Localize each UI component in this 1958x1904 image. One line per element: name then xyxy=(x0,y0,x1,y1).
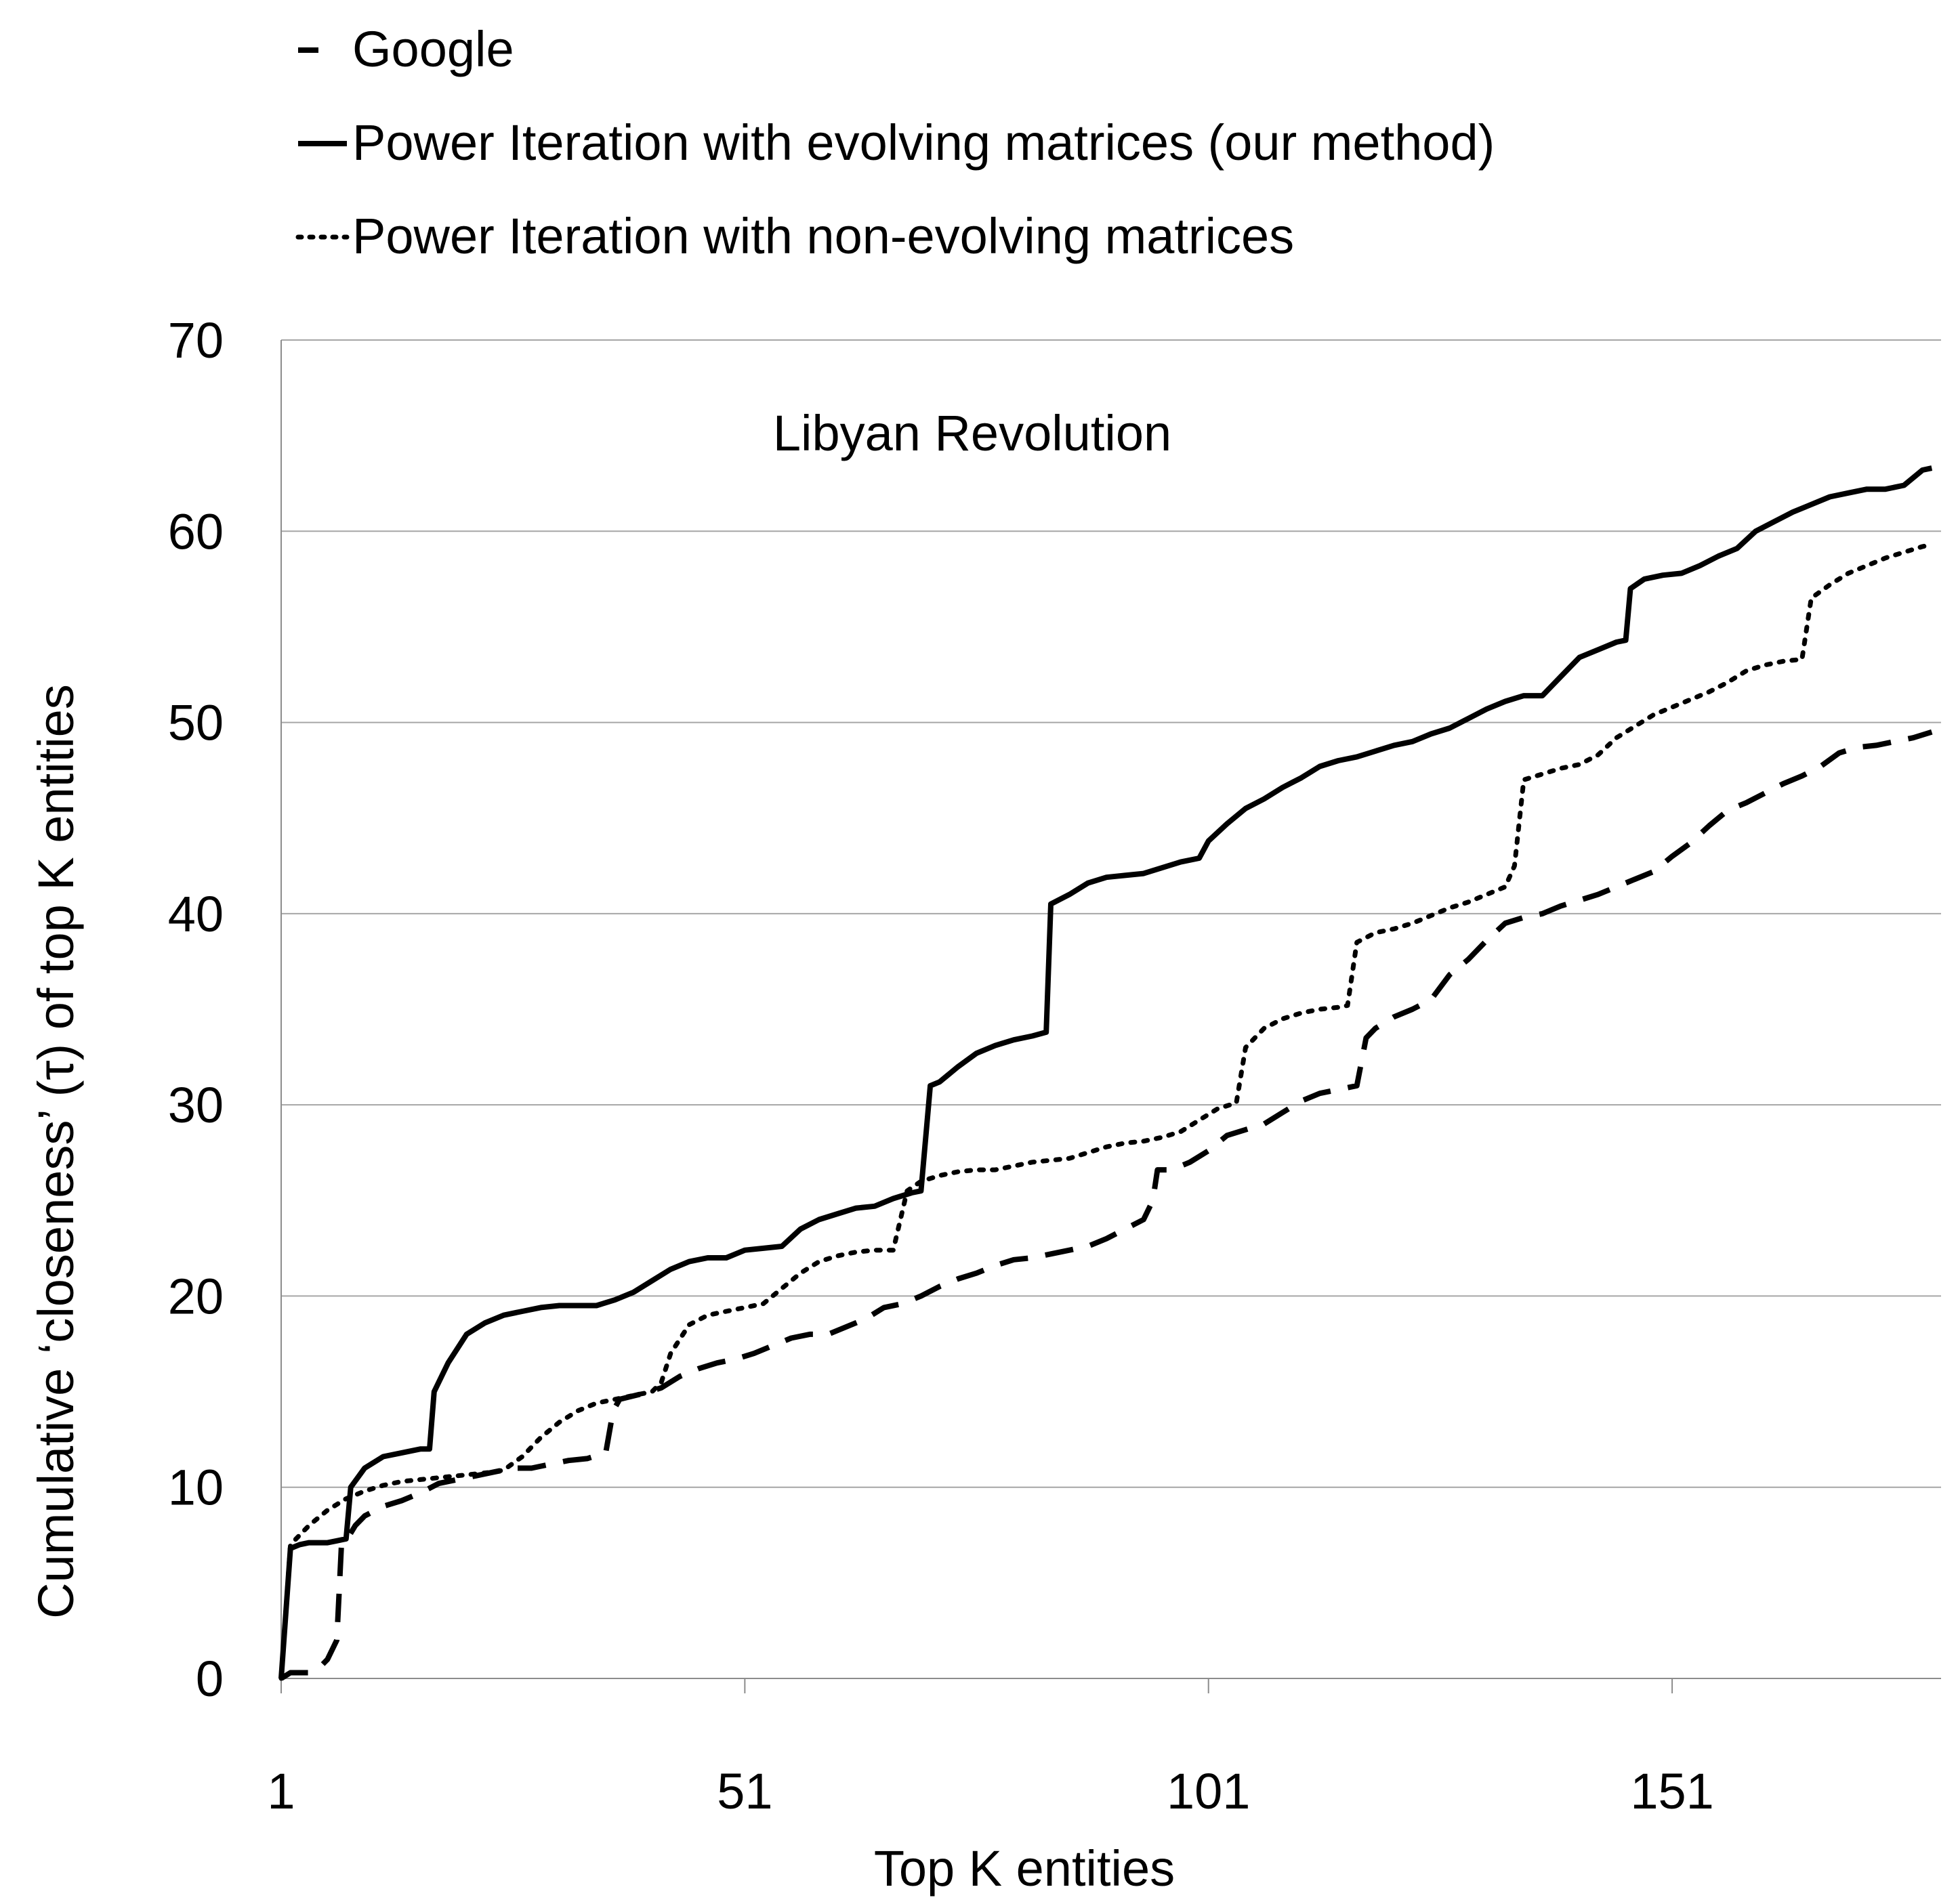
axes xyxy=(280,340,1941,1679)
x-tick-label: 101 xyxy=(1167,1763,1250,1819)
x-tick-label: 1 xyxy=(267,1763,295,1819)
y-tick-label: 0 xyxy=(196,1651,224,1707)
legend-label: Power Iteration with non-evolving matric… xyxy=(352,208,1294,264)
x-axis-title: Top K entities xyxy=(874,1840,1175,1897)
y-tick-label: 40 xyxy=(168,886,224,942)
y-tick-label: 60 xyxy=(168,503,224,559)
y-tick-label: 10 xyxy=(168,1460,224,1516)
gridlines xyxy=(281,339,1941,1488)
legend-label: Power Iteration with evolving matrices (… xyxy=(352,114,1495,171)
x-tick-labels: 1 51 101 151 xyxy=(267,1678,1714,1819)
x-tick-label: 51 xyxy=(717,1763,772,1819)
y-tick-label: 50 xyxy=(168,695,224,751)
y-tick-label: 20 xyxy=(168,1268,224,1324)
chart-annotation: Libyan Revolution xyxy=(773,405,1171,461)
series-line-dotted xyxy=(278,542,1934,1681)
series-line-dashed xyxy=(279,729,1933,1681)
y-tick-label: 70 xyxy=(168,312,224,368)
series-layer xyxy=(278,465,1934,1681)
y-tick-labels: 0 10 20 30 40 50 60 70 xyxy=(168,312,224,1707)
y-tick-label: 30 xyxy=(168,1077,224,1133)
series-line-solid xyxy=(278,465,1933,1679)
legend: Google Power Iteration with evolving matr… xyxy=(295,21,1495,264)
x-tick-label: 151 xyxy=(1630,1763,1713,1819)
legend-label: Google xyxy=(352,21,514,77)
y-axis-title: Cumulative ‘closeness’ (τ) of top K enti… xyxy=(28,684,84,1619)
